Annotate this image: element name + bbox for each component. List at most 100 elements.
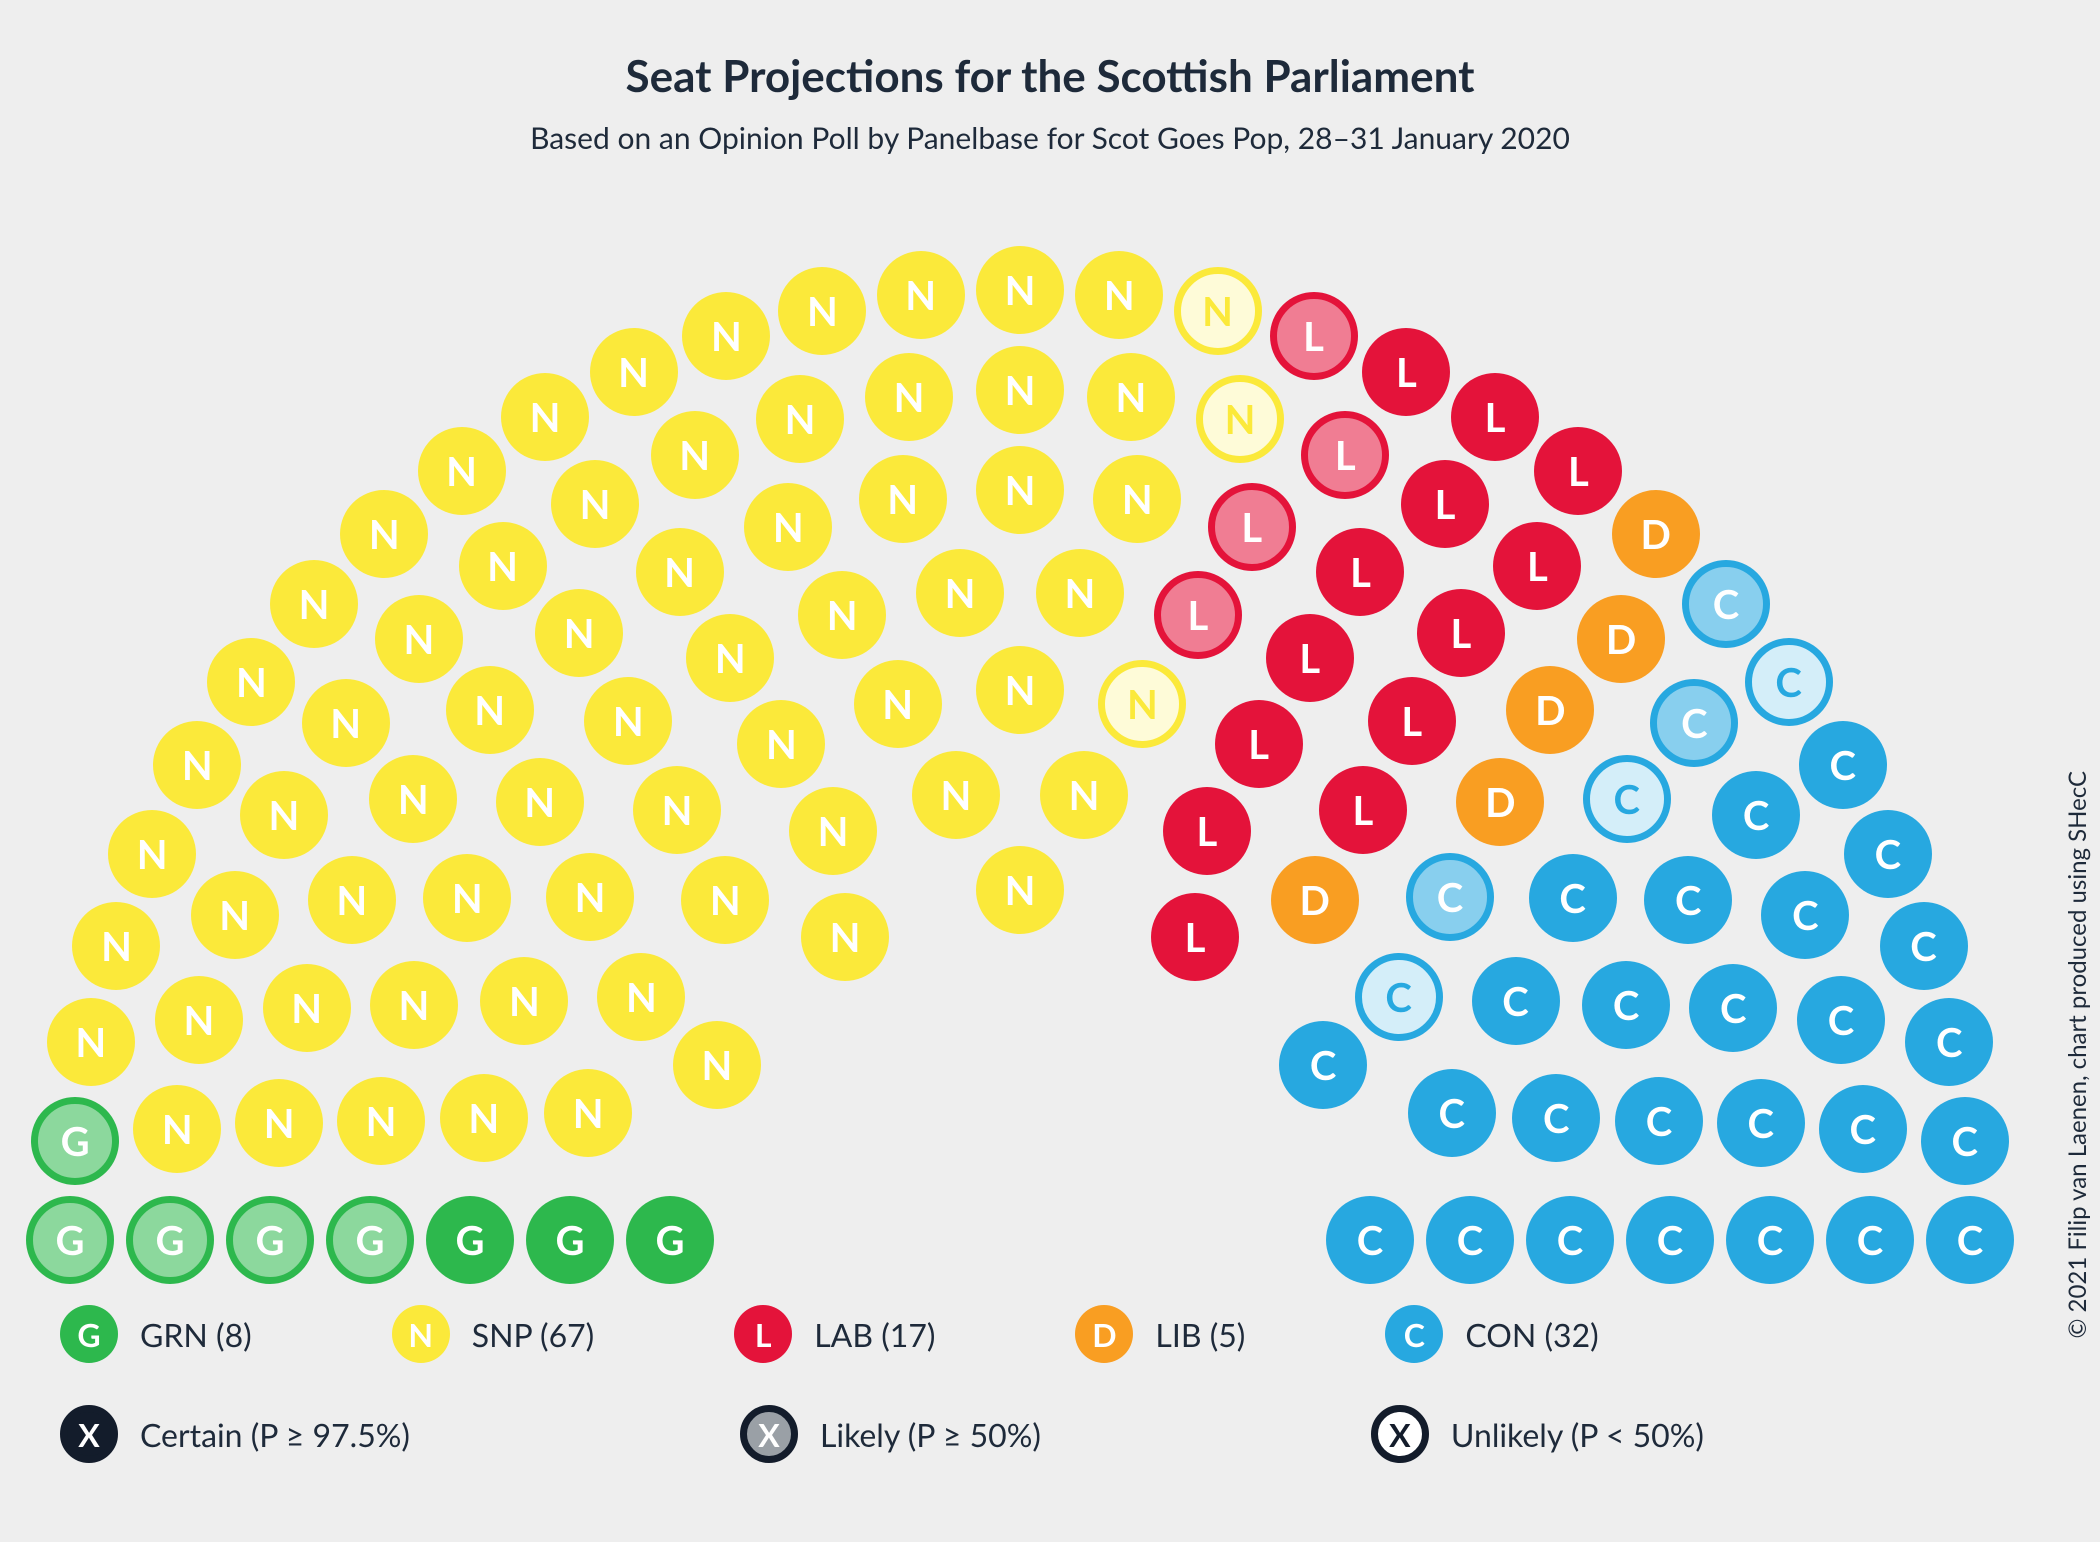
seat-snp: N bbox=[651, 411, 739, 499]
seat-con: C bbox=[1844, 810, 1932, 898]
seat-con: C bbox=[1682, 560, 1770, 648]
seat-snp: N bbox=[976, 246, 1064, 334]
seat-grn: G bbox=[426, 1196, 514, 1284]
seat-snp: N bbox=[1098, 660, 1186, 748]
seat-con: C bbox=[1615, 1077, 1703, 1165]
legend-swatch: X bbox=[60, 1405, 118, 1463]
seat-con: C bbox=[1582, 961, 1670, 1049]
seat-snp: N bbox=[340, 490, 428, 578]
seat-lab: L bbox=[1266, 614, 1354, 702]
legend-swatch: L bbox=[734, 1305, 792, 1363]
seat-lab: L bbox=[1493, 522, 1581, 610]
seat-snp: N bbox=[798, 571, 886, 659]
seat-con: C bbox=[1644, 856, 1732, 944]
seat-snp: N bbox=[370, 961, 458, 1049]
legend-party-grn: GGRN (8) bbox=[60, 1305, 252, 1363]
legend-swatch: X bbox=[1371, 1405, 1429, 1463]
seat-con: C bbox=[1880, 902, 1968, 990]
seat-lab: L bbox=[1451, 373, 1539, 461]
legend-label: Certain (P ≥ 97.5%) bbox=[140, 1415, 410, 1454]
seat-snp: N bbox=[155, 976, 243, 1064]
seat-lab: L bbox=[1163, 787, 1251, 875]
seat-snp: N bbox=[480, 957, 568, 1045]
seat-snp: N bbox=[633, 766, 721, 854]
seat-snp: N bbox=[302, 679, 390, 767]
seat-grn: G bbox=[526, 1196, 614, 1284]
seat-con: C bbox=[1626, 1196, 1714, 1284]
legend-label: CON (32) bbox=[1465, 1315, 1598, 1354]
seat-snp: N bbox=[865, 353, 953, 441]
seat-snp: N bbox=[207, 638, 295, 726]
seat-con: C bbox=[1472, 957, 1560, 1045]
seat-snp: N bbox=[72, 902, 160, 990]
seat-lib: D bbox=[1612, 490, 1700, 578]
seat-snp: N bbox=[337, 1077, 425, 1165]
seat-snp: N bbox=[263, 964, 351, 1052]
seat-lab: L bbox=[1215, 700, 1303, 788]
seat-snp: N bbox=[153, 721, 241, 809]
seat-con: C bbox=[1926, 1196, 2014, 1284]
seat-con: C bbox=[1921, 1097, 2009, 1185]
seat-snp: N bbox=[756, 375, 844, 463]
seat-snp: N bbox=[446, 666, 534, 754]
legend-label: Likely (P ≥ 50%) bbox=[820, 1415, 1041, 1454]
seat-snp: N bbox=[1040, 751, 1128, 839]
seat-con: C bbox=[1426, 1196, 1514, 1284]
seat-con: C bbox=[1279, 1021, 1367, 1109]
seat-con: C bbox=[1650, 679, 1738, 767]
seat-snp: N bbox=[584, 677, 672, 765]
seat-con: C bbox=[1717, 1079, 1805, 1167]
legend-label: LIB (5) bbox=[1155, 1315, 1245, 1354]
seat-snp: N bbox=[308, 856, 396, 944]
seat-snp: N bbox=[801, 893, 889, 981]
legend-swatch: X bbox=[740, 1405, 798, 1463]
seat-snp: N bbox=[976, 446, 1064, 534]
seat-snp: N bbox=[1087, 353, 1175, 441]
seat-snp: N bbox=[546, 853, 634, 941]
seat-con: C bbox=[1583, 755, 1671, 843]
seat-snp: N bbox=[916, 549, 1004, 637]
seat-snp: N bbox=[976, 646, 1064, 734]
seat-snp: N bbox=[551, 460, 639, 548]
seat-con: C bbox=[1726, 1196, 1814, 1284]
legend-label: Unlikely (P < 50%) bbox=[1451, 1415, 1704, 1454]
seat-snp: N bbox=[590, 328, 678, 416]
seat-grn: G bbox=[326, 1196, 414, 1284]
legend-label: SNP (67) bbox=[472, 1315, 595, 1354]
seat-con: C bbox=[1529, 854, 1617, 942]
legend-party-con: CCON (32) bbox=[1385, 1305, 1598, 1363]
seat-con: C bbox=[1512, 1074, 1600, 1162]
legend-party-snp: NSNP (67) bbox=[392, 1305, 595, 1363]
credit-text: © 2021 Filip van Laenen, chart produced … bbox=[2064, 771, 2093, 1339]
seat-lab: L bbox=[1316, 528, 1404, 616]
seat-lib: D bbox=[1271, 856, 1359, 944]
seat-snp: N bbox=[673, 1021, 761, 1109]
seat-snp: N bbox=[976, 346, 1064, 434]
legend-parties: GGRN (8)NSNP (67)LLAB (17)DLIB (5)CCON (… bbox=[60, 1305, 1599, 1363]
seat-lib: D bbox=[1456, 758, 1544, 846]
seat-snp: N bbox=[496, 758, 584, 846]
seat-lab: L bbox=[1401, 460, 1489, 548]
seat-lab: L bbox=[1301, 411, 1389, 499]
seat-lab: L bbox=[1368, 677, 1456, 765]
seat-con: C bbox=[1745, 638, 1833, 726]
seat-snp: N bbox=[859, 455, 947, 543]
seat-snp: N bbox=[369, 755, 457, 843]
seat-con: C bbox=[1799, 721, 1887, 809]
seat-lab: L bbox=[1151, 893, 1239, 981]
seat-lab: L bbox=[1417, 589, 1505, 677]
seat-snp: N bbox=[912, 751, 1000, 839]
seat-con: C bbox=[1712, 771, 1800, 859]
seat-snp: N bbox=[440, 1074, 528, 1162]
seat-snp: N bbox=[1075, 251, 1163, 339]
seat-con: C bbox=[1826, 1196, 1914, 1284]
seat-grn: G bbox=[26, 1196, 114, 1284]
legend-probability: X Certain (P ≥ 97.5%) X Likely (P ≥ 50%) X Un… bbox=[60, 1405, 1704, 1463]
seat-con: C bbox=[1905, 998, 1993, 1086]
legend-swatch: G bbox=[60, 1305, 118, 1363]
seat-snp: N bbox=[1196, 375, 1284, 463]
seat-snp: N bbox=[133, 1085, 221, 1173]
legend-party-lab: LLAB (17) bbox=[734, 1305, 935, 1363]
seat-snp: N bbox=[682, 292, 770, 380]
seat-lib: D bbox=[1577, 595, 1665, 683]
